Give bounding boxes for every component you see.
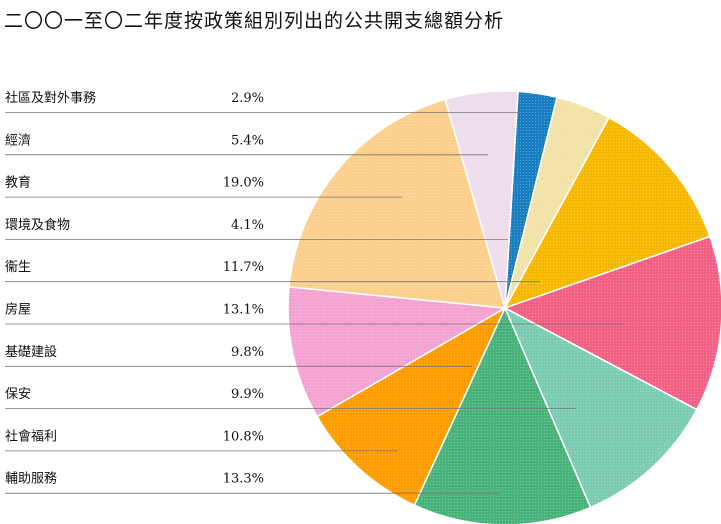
- category-label: 經濟: [5, 132, 31, 148]
- legend-row-community-external-affairs: 社區及對外事務 2.9%: [5, 90, 264, 106]
- pie-slice-education: [288, 98, 507, 309]
- pie-slice-security: [287, 286, 508, 418]
- pie-slice-housing: [503, 235, 721, 411]
- legend-row-infrastructure: 基礎建設 9.8%: [5, 344, 264, 360]
- category-label: 保安: [5, 387, 31, 402]
- pie-slice-social-welfare: [503, 306, 698, 509]
- value-label: 4.1%: [231, 218, 264, 233]
- legend-row-economic: 經濟 5.4%: [5, 132, 264, 148]
- value-label: 10.8%: [223, 429, 264, 444]
- legend-row-environment-food: 環境及食物 4.1%: [5, 217, 264, 233]
- value-label: 19.0%: [223, 176, 264, 191]
- value-label: 13.3%: [223, 472, 264, 487]
- category-label: 社會福利: [5, 428, 57, 444]
- pie-slice-health: [503, 116, 711, 310]
- pie-slice-economic: [444, 90, 519, 309]
- value-label: 5.4%: [231, 133, 264, 148]
- category-label: 教育: [5, 175, 31, 191]
- category-label: 房屋: [5, 302, 31, 318]
- pie-slice-support-services: [413, 306, 592, 524]
- category-label: 衞生: [5, 260, 31, 275]
- value-label: 9.9%: [231, 387, 264, 402]
- value-label: 11.7%: [223, 260, 264, 275]
- category-label: 輔助服務: [5, 472, 57, 487]
- value-label: 13.1%: [223, 303, 264, 318]
- leader-lines: [5, 112, 622, 494]
- legend-row-support-services: 輔助服務 13.3%: [5, 472, 264, 487]
- pie-slices: [287, 90, 721, 524]
- value-label: 9.8%: [231, 345, 264, 360]
- pie-slice-infrastructure: [316, 306, 507, 507]
- legend-labels: 社區及對外事務 2.9% 經濟 5.4% 教育 19.0% 環境及食物 4.1% 衞生 11.7%…: [5, 90, 264, 487]
- legend-row-security: 保安 9.9%: [5, 387, 264, 402]
- legend-row-health: 衞生 11.7%: [5, 260, 264, 275]
- legend-row-social-welfare: 社會福利 10.8%: [5, 428, 264, 444]
- legend-row-education: 教育 19.0%: [5, 175, 264, 191]
- category-label: 基礎建設: [5, 344, 57, 360]
- legend-row-housing: 房屋 13.1%: [5, 302, 264, 318]
- category-label: 環境及食物: [5, 217, 70, 233]
- value-label: 2.9%: [231, 91, 264, 106]
- chart-title: 二〇〇一至〇二年度按政策組別列出的公共開支總額分析: [4, 10, 505, 32]
- category-label: 社區及對外事務: [5, 90, 96, 106]
